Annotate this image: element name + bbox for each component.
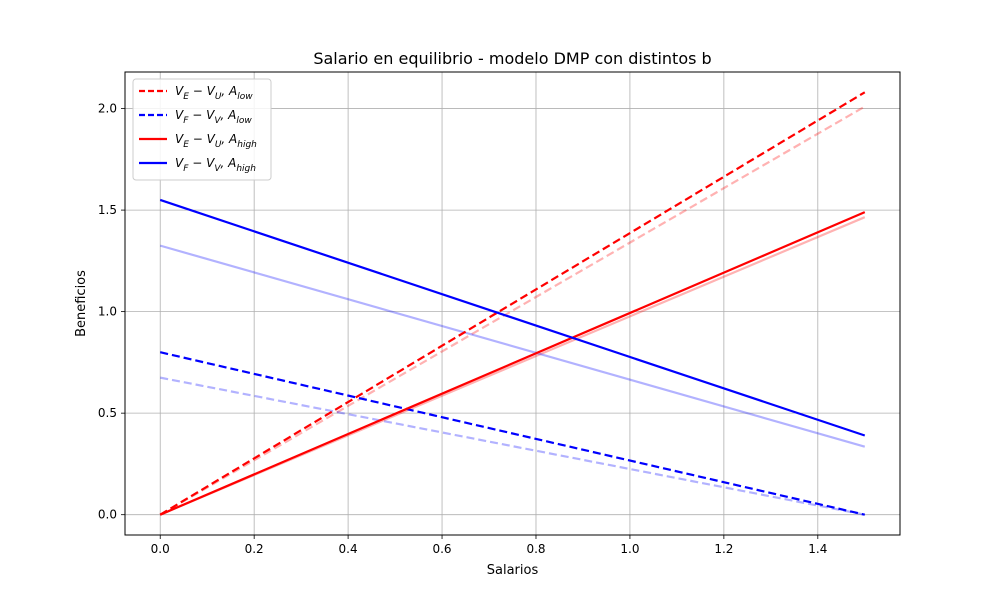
series-line (159, 198, 866, 437)
series-line (159, 351, 866, 516)
axis-ticks: 0.0 0.2 0.4 0.6 0.8 1.0 1.2 1.4 0.0 0.5 1.0 1.5 2.0 (98, 102, 827, 556)
plot-lines (159, 91, 866, 516)
legend-box (132, 78, 272, 181)
y-tick-label: 1.5 (98, 203, 117, 217)
faded-series-line (159, 244, 866, 448)
x-tick-label: 0.8 (526, 542, 545, 556)
faded-series-line (159, 105, 866, 516)
y-tick-label: 2.0 (98, 102, 117, 116)
x-tick-label: 1.2 (714, 542, 733, 556)
legend-label: VF − VV, Ahigh (175, 156, 256, 174)
legend-label: VE − VU, Ahigh (175, 132, 257, 150)
chart-title: Salario en equilibrio - modelo DMP con d… (313, 49, 711, 68)
x-tick-label: 0.4 (339, 542, 358, 556)
y-tick-label: 0.5 (98, 406, 117, 420)
grid (125, 72, 900, 535)
legend-label: VF − VV, Alow (175, 108, 252, 126)
x-axis-label: Salarios (487, 563, 539, 578)
y-axis-label: Beneficios (74, 270, 89, 337)
series-line (159, 211, 866, 516)
x-tick-label: 1.0 (620, 542, 639, 556)
series-line (159, 91, 866, 516)
y-tick-label: 0.0 (98, 508, 117, 522)
x-tick-label: 0.0 (151, 542, 170, 556)
legend-label: VE − VU, Alow (175, 84, 253, 102)
x-tick-label: 1.4 (808, 542, 827, 556)
legend: VE − VU, Alow VF − VV, Alow VE − VU, Ahigh… (132, 78, 272, 181)
y-tick-label: 1.0 (98, 305, 117, 319)
x-tick-label: 0.2 (245, 542, 264, 556)
x-tick-label: 0.6 (432, 542, 451, 556)
plot-area-frame (124, 71, 901, 536)
